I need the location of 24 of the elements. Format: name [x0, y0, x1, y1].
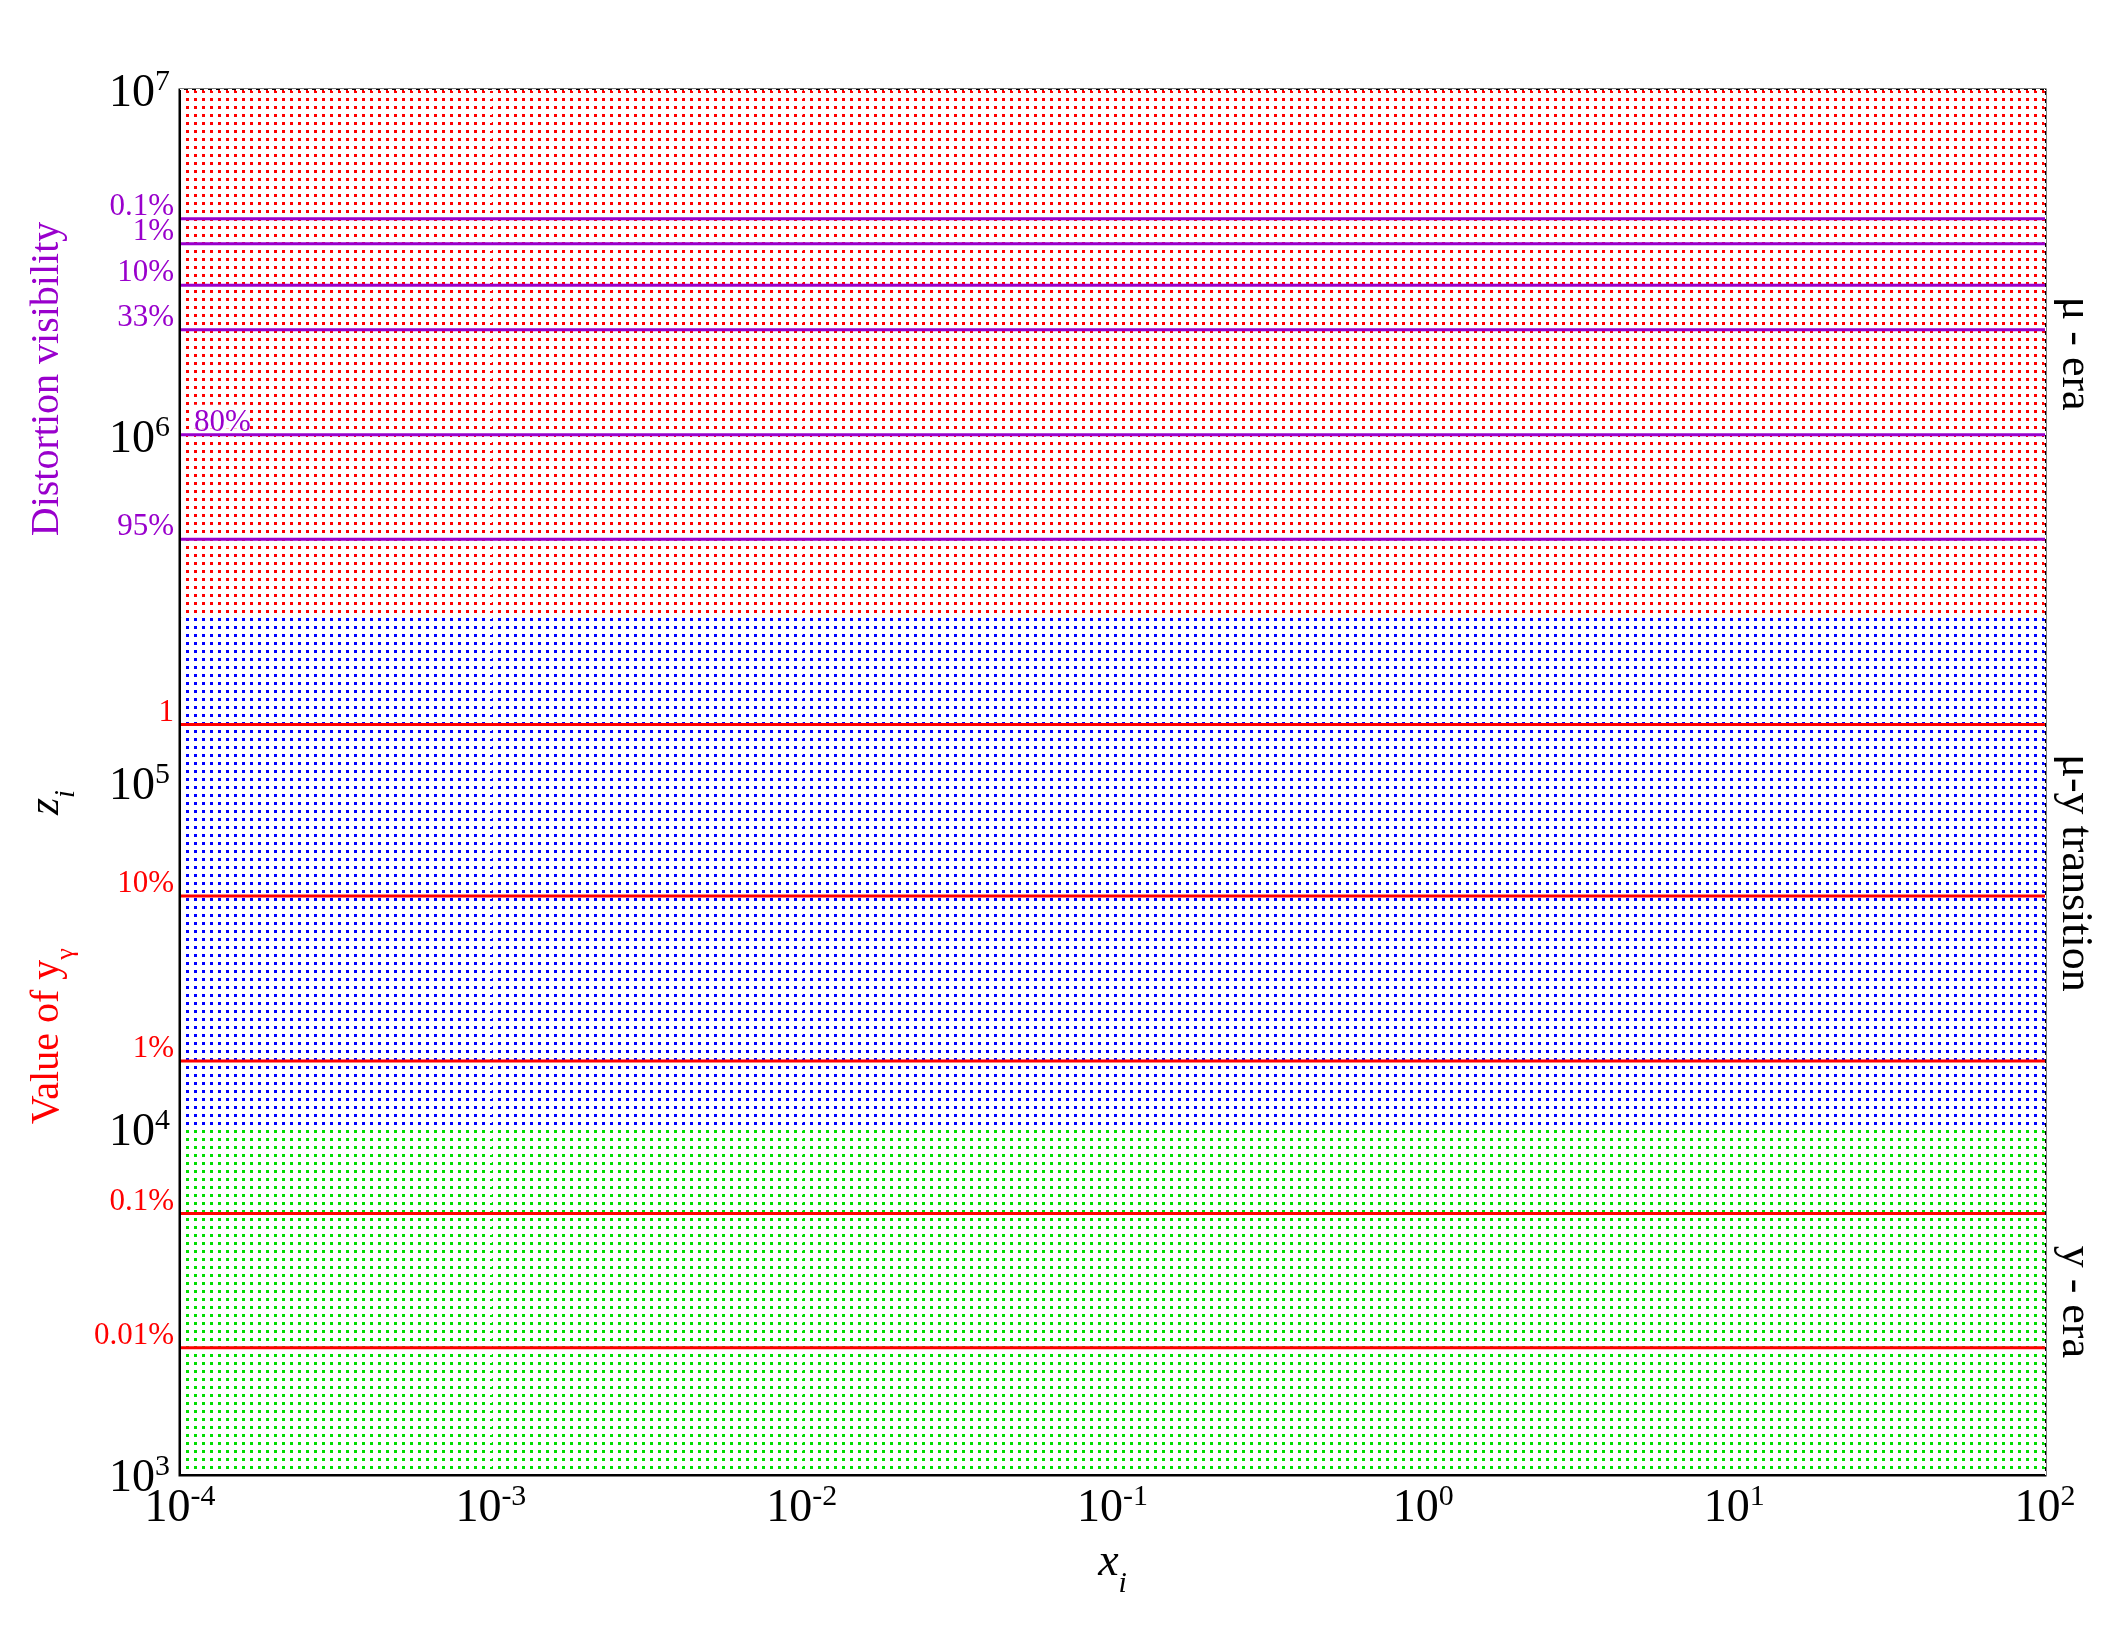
- series-label: 0.1%: [109, 1181, 174, 1217]
- series-label: 1%: [132, 1028, 174, 1064]
- x-tick-label: 10$^{1}$: [1703, 1477, 1765, 1531]
- series-label: 0.01%: [93, 1315, 174, 1351]
- y-tick-label: 10$^{7}$: [109, 62, 171, 116]
- x-tick-label: 10$^{-2}$: [766, 1477, 838, 1531]
- y-tick-label: 10$^{6}$: [109, 408, 171, 463]
- x-axis-title: x$_{i}$: [1097, 1534, 1127, 1598]
- series-label: 10%: [117, 864, 174, 900]
- x-tick-label: 10$^{2}$: [2014, 1477, 2076, 1531]
- y-tick-label: 10$^{5}$: [109, 755, 170, 809]
- x-tick-label: 10$^{0}$: [1392, 1477, 1454, 1531]
- text: Distortion visibility: [22, 221, 67, 537]
- series-label: 80%: [194, 402, 251, 438]
- series-label: 33%: [117, 297, 174, 333]
- x-tick-label: 10$^{-1}$: [1077, 1477, 1148, 1531]
- x-tick-label: 10$^{-3}$: [455, 1477, 527, 1531]
- series-label: 1: [158, 692, 174, 728]
- band-label: y - era: [2053, 1245, 2102, 1359]
- band-label: μ - era: [2053, 296, 2102, 411]
- band-label: μ-y transition: [2053, 754, 2102, 992]
- series-label: 10%: [117, 253, 174, 289]
- series-label: 95%: [117, 507, 174, 543]
- y-tick-label: 10$^{4}$: [109, 1101, 171, 1155]
